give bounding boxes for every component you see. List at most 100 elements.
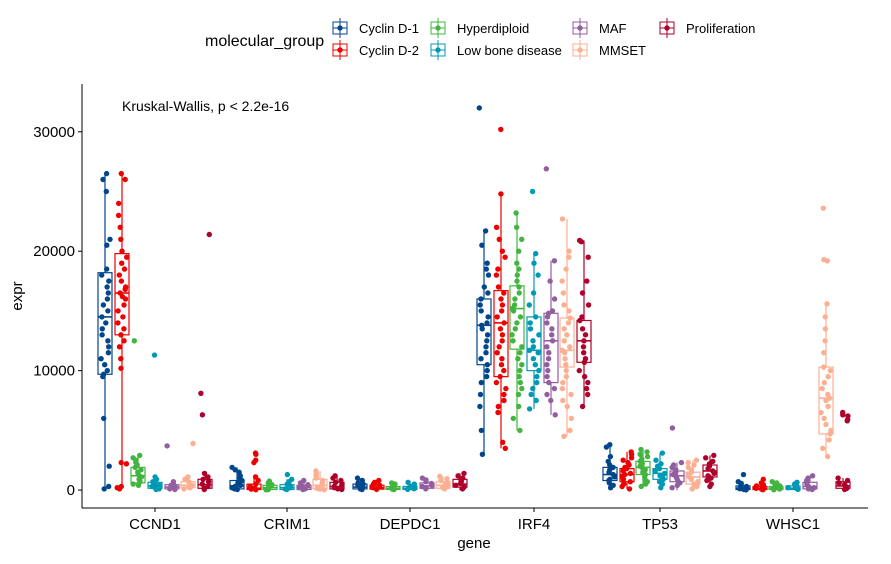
data-point [669, 485, 675, 491]
data-point [512, 326, 518, 332]
data-point [99, 314, 105, 320]
data-point [106, 278, 112, 284]
data-point [548, 397, 554, 404]
data-point [500, 439, 506, 445]
data-point [498, 191, 504, 197]
data-point [530, 290, 537, 296]
data-point [685, 459, 691, 466]
data-point [499, 302, 506, 308]
data-point [493, 224, 500, 230]
data-point [354, 475, 361, 481]
data-point [563, 373, 569, 380]
data-point [453, 482, 459, 488]
data-point [530, 385, 536, 392]
data-point [818, 409, 824, 416]
data-point [251, 459, 257, 466]
data-point [117, 224, 123, 230]
data-point [501, 367, 507, 374]
data-point [637, 451, 643, 457]
plot-panel: 0 10000 20000 30000 CCND1 CRIM1 DEPDC1 IRF4 TP53… [33, 84, 868, 533]
data-point [181, 486, 187, 492]
data-point [579, 403, 586, 410]
x-tick-label: TP53 [642, 516, 678, 533]
data-point [509, 332, 515, 338]
data-point [652, 468, 658, 474]
data-point [533, 314, 539, 320]
data-point [566, 254, 572, 260]
data-point [607, 453, 614, 460]
data-point [560, 290, 567, 296]
legend-key-point [337, 25, 343, 31]
data-point [607, 485, 614, 491]
data-point [495, 409, 501, 416]
data-point [561, 338, 567, 344]
data-point [479, 451, 486, 457]
data-point [820, 205, 826, 211]
data-point [501, 320, 507, 326]
data-point [536, 332, 542, 338]
data-point [206, 231, 212, 238]
data-point [101, 486, 107, 492]
data-point [104, 296, 111, 302]
data-point [484, 367, 490, 374]
data-point [544, 314, 551, 320]
data-point [239, 477, 245, 484]
data-point [603, 444, 610, 450]
data-point [118, 278, 125, 284]
data-point [822, 338, 828, 344]
data-point [118, 332, 124, 338]
data-point [100, 302, 107, 308]
data-point [549, 332, 555, 338]
data-point [502, 254, 508, 260]
data-point [585, 391, 591, 398]
data-point [581, 338, 587, 344]
data-point [517, 367, 523, 374]
data-point [563, 266, 569, 272]
data-point [501, 397, 507, 404]
data-point [187, 485, 193, 491]
data-point [376, 477, 382, 484]
data-point [620, 457, 626, 463]
data-point [552, 412, 558, 418]
data-point [577, 317, 583, 324]
data-point [237, 482, 244, 488]
data-point [118, 170, 125, 177]
data-point [819, 385, 825, 392]
data-point [121, 326, 127, 332]
data-point [559, 216, 566, 222]
legend-key-point [435, 25, 441, 31]
y-tick-label: 10000 [33, 363, 75, 380]
data-point [483, 266, 489, 272]
data-point [513, 210, 519, 216]
data-point [532, 362, 538, 368]
legend-key-point [435, 47, 441, 53]
data-point [498, 362, 505, 368]
data-point [561, 302, 567, 308]
data-point [167, 486, 173, 492]
data-point [562, 350, 568, 356]
data-point [493, 272, 500, 278]
data-point [484, 373, 490, 380]
data-point [201, 486, 207, 493]
data-point [476, 105, 482, 111]
data-point [478, 427, 485, 434]
legend-label: Cyclin D-2 [359, 43, 419, 58]
data-point [321, 487, 327, 493]
data-point [689, 486, 695, 492]
data-point [820, 364, 827, 370]
legend-label: Hyperdiploid [457, 21, 529, 36]
legend-item-low-bone-disease: Low bone disease [430, 40, 562, 60]
x-tick-label: WHSC1 [766, 516, 820, 533]
data-point [172, 486, 178, 493]
data-point [373, 486, 380, 493]
data-point [823, 397, 829, 404]
data-point [495, 284, 502, 290]
data-point [711, 452, 717, 459]
data-point [118, 365, 124, 371]
data-point [205, 474, 211, 480]
data-point [544, 362, 550, 368]
data-point [545, 356, 552, 362]
data-point [549, 338, 556, 344]
data-point [135, 482, 142, 488]
data-point [122, 286, 128, 293]
